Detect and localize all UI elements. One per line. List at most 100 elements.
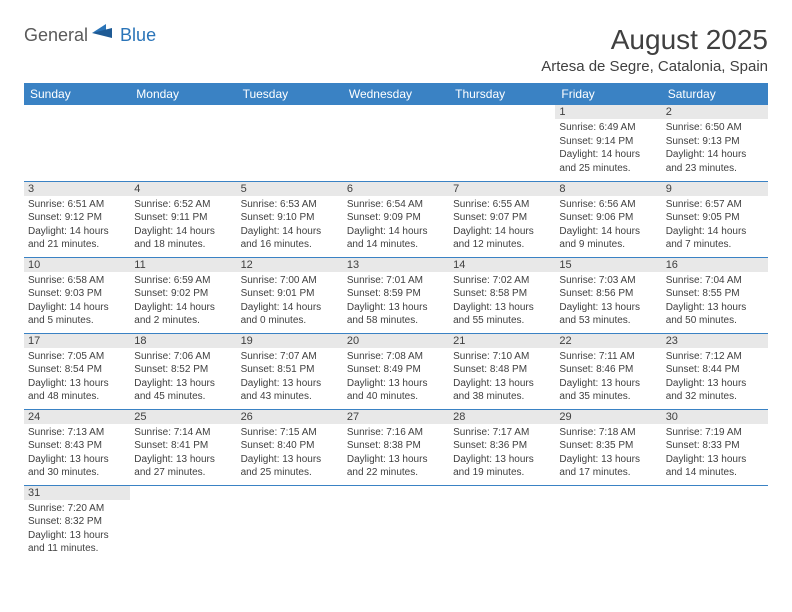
location: Artesa de Segre, Catalonia, Spain bbox=[541, 58, 768, 75]
calendar-cell: 13Sunrise: 7:01 AMSunset: 8:59 PMDayligh… bbox=[343, 257, 449, 333]
day-number: 8 bbox=[555, 182, 661, 196]
calendar-cell: 1Sunrise: 6:49 AMSunset: 9:14 PMDaylight… bbox=[555, 105, 661, 181]
logo-text-general: General bbox=[24, 25, 88, 46]
day-data: Sunrise: 7:13 AMSunset: 8:43 PMDaylight:… bbox=[24, 424, 130, 484]
calendar-cell: 3Sunrise: 6:51 AMSunset: 9:12 PMDaylight… bbox=[24, 181, 130, 257]
title-block: August 2025 Artesa de Segre, Catalonia, … bbox=[541, 24, 768, 75]
day-number: 21 bbox=[449, 334, 555, 348]
calendar-cell-empty bbox=[555, 485, 661, 561]
day-data: Sunrise: 6:59 AMSunset: 9:02 PMDaylight:… bbox=[130, 272, 236, 332]
calendar-cell-empty bbox=[130, 105, 236, 181]
day-number: 10 bbox=[24, 258, 130, 272]
calendar-cell: 7Sunrise: 6:55 AMSunset: 9:07 PMDaylight… bbox=[449, 181, 555, 257]
day-number: 9 bbox=[662, 182, 768, 196]
calendar-cell: 4Sunrise: 6:52 AMSunset: 9:11 PMDaylight… bbox=[130, 181, 236, 257]
day-number: 5 bbox=[237, 182, 343, 196]
calendar-body: 1Sunrise: 6:49 AMSunset: 9:14 PMDaylight… bbox=[24, 105, 768, 561]
calendar-cell: 6Sunrise: 6:54 AMSunset: 9:09 PMDaylight… bbox=[343, 181, 449, 257]
calendar-cell-empty bbox=[343, 485, 449, 561]
day-number: 17 bbox=[24, 334, 130, 348]
day-data: Sunrise: 7:05 AMSunset: 8:54 PMDaylight:… bbox=[24, 348, 130, 408]
calendar-cell: 16Sunrise: 7:04 AMSunset: 8:55 PMDayligh… bbox=[662, 257, 768, 333]
calendar-cell: 12Sunrise: 7:00 AMSunset: 9:01 PMDayligh… bbox=[237, 257, 343, 333]
calendar-cell-empty bbox=[237, 105, 343, 181]
day-data: Sunrise: 7:06 AMSunset: 8:52 PMDaylight:… bbox=[130, 348, 236, 408]
day-data: Sunrise: 7:18 AMSunset: 8:35 PMDaylight:… bbox=[555, 424, 661, 484]
weekday-header: Tuesday bbox=[237, 83, 343, 105]
day-number: 1 bbox=[555, 105, 661, 119]
day-data: Sunrise: 7:15 AMSunset: 8:40 PMDaylight:… bbox=[237, 424, 343, 484]
logo-flag-icon bbox=[92, 24, 118, 47]
day-number: 19 bbox=[237, 334, 343, 348]
day-data: Sunrise: 6:55 AMSunset: 9:07 PMDaylight:… bbox=[449, 196, 555, 256]
day-data: Sunrise: 6:50 AMSunset: 9:13 PMDaylight:… bbox=[662, 119, 768, 179]
calendar-cell: 15Sunrise: 7:03 AMSunset: 8:56 PMDayligh… bbox=[555, 257, 661, 333]
day-number: 27 bbox=[343, 410, 449, 424]
calendar-row: 17Sunrise: 7:05 AMSunset: 8:54 PMDayligh… bbox=[24, 333, 768, 409]
day-number: 15 bbox=[555, 258, 661, 272]
calendar-cell-empty bbox=[237, 485, 343, 561]
month-title: August 2025 bbox=[541, 24, 768, 56]
day-number: 2 bbox=[662, 105, 768, 119]
calendar-cell: 27Sunrise: 7:16 AMSunset: 8:38 PMDayligh… bbox=[343, 409, 449, 485]
calendar-cell-empty bbox=[24, 105, 130, 181]
calendar-cell: 22Sunrise: 7:11 AMSunset: 8:46 PMDayligh… bbox=[555, 333, 661, 409]
day-number: 18 bbox=[130, 334, 236, 348]
day-number: 14 bbox=[449, 258, 555, 272]
weekday-header: Monday bbox=[130, 83, 236, 105]
weekday-header: Sunday bbox=[24, 83, 130, 105]
calendar-cell: 21Sunrise: 7:10 AMSunset: 8:48 PMDayligh… bbox=[449, 333, 555, 409]
logo: General Blue bbox=[24, 24, 156, 47]
weekday-header: Thursday bbox=[449, 83, 555, 105]
calendar-cell: 29Sunrise: 7:18 AMSunset: 8:35 PMDayligh… bbox=[555, 409, 661, 485]
calendar-cell: 9Sunrise: 6:57 AMSunset: 9:05 PMDaylight… bbox=[662, 181, 768, 257]
calendar-cell: 8Sunrise: 6:56 AMSunset: 9:06 PMDaylight… bbox=[555, 181, 661, 257]
day-data: Sunrise: 7:10 AMSunset: 8:48 PMDaylight:… bbox=[449, 348, 555, 408]
day-data: Sunrise: 6:56 AMSunset: 9:06 PMDaylight:… bbox=[555, 196, 661, 256]
day-data: Sunrise: 7:19 AMSunset: 8:33 PMDaylight:… bbox=[662, 424, 768, 484]
logo-text-blue: Blue bbox=[120, 25, 156, 46]
calendar-cell-empty bbox=[130, 485, 236, 561]
day-data: Sunrise: 7:17 AMSunset: 8:36 PMDaylight:… bbox=[449, 424, 555, 484]
day-number: 30 bbox=[662, 410, 768, 424]
day-data: Sunrise: 6:57 AMSunset: 9:05 PMDaylight:… bbox=[662, 196, 768, 256]
day-number: 28 bbox=[449, 410, 555, 424]
calendar-page: General Blue August 2025 Artesa de Segre… bbox=[0, 0, 792, 561]
day-number: 7 bbox=[449, 182, 555, 196]
day-number: 29 bbox=[555, 410, 661, 424]
calendar-table: SundayMondayTuesdayWednesdayThursdayFrid… bbox=[24, 83, 768, 561]
day-number: 6 bbox=[343, 182, 449, 196]
day-data: Sunrise: 7:00 AMSunset: 9:01 PMDaylight:… bbox=[237, 272, 343, 332]
day-data: Sunrise: 6:49 AMSunset: 9:14 PMDaylight:… bbox=[555, 119, 661, 179]
day-data: Sunrise: 7:02 AMSunset: 8:58 PMDaylight:… bbox=[449, 272, 555, 332]
calendar-cell: 28Sunrise: 7:17 AMSunset: 8:36 PMDayligh… bbox=[449, 409, 555, 485]
calendar-cell: 23Sunrise: 7:12 AMSunset: 8:44 PMDayligh… bbox=[662, 333, 768, 409]
day-number: 24 bbox=[24, 410, 130, 424]
calendar-cell-empty bbox=[449, 105, 555, 181]
day-data: Sunrise: 6:51 AMSunset: 9:12 PMDaylight:… bbox=[24, 196, 130, 256]
day-number: 12 bbox=[237, 258, 343, 272]
day-number: 11 bbox=[130, 258, 236, 272]
calendar-cell: 26Sunrise: 7:15 AMSunset: 8:40 PMDayligh… bbox=[237, 409, 343, 485]
calendar-cell: 24Sunrise: 7:13 AMSunset: 8:43 PMDayligh… bbox=[24, 409, 130, 485]
day-data: Sunrise: 7:08 AMSunset: 8:49 PMDaylight:… bbox=[343, 348, 449, 408]
day-number: 13 bbox=[343, 258, 449, 272]
day-number: 16 bbox=[662, 258, 768, 272]
calendar-cell-empty bbox=[343, 105, 449, 181]
calendar-cell: 31Sunrise: 7:20 AMSunset: 8:32 PMDayligh… bbox=[24, 485, 130, 561]
day-number: 20 bbox=[343, 334, 449, 348]
day-data: Sunrise: 6:53 AMSunset: 9:10 PMDaylight:… bbox=[237, 196, 343, 256]
day-number: 31 bbox=[24, 486, 130, 500]
day-data: Sunrise: 7:01 AMSunset: 8:59 PMDaylight:… bbox=[343, 272, 449, 332]
calendar-cell: 10Sunrise: 6:58 AMSunset: 9:03 PMDayligh… bbox=[24, 257, 130, 333]
weekday-header: Saturday bbox=[662, 83, 768, 105]
weekday-header: Friday bbox=[555, 83, 661, 105]
day-data: Sunrise: 6:58 AMSunset: 9:03 PMDaylight:… bbox=[24, 272, 130, 332]
weekday-header: Wednesday bbox=[343, 83, 449, 105]
calendar-cell: 30Sunrise: 7:19 AMSunset: 8:33 PMDayligh… bbox=[662, 409, 768, 485]
day-number: 23 bbox=[662, 334, 768, 348]
calendar-cell-empty bbox=[449, 485, 555, 561]
day-data: Sunrise: 7:16 AMSunset: 8:38 PMDaylight:… bbox=[343, 424, 449, 484]
calendar-row: 10Sunrise: 6:58 AMSunset: 9:03 PMDayligh… bbox=[24, 257, 768, 333]
calendar-row: 31Sunrise: 7:20 AMSunset: 8:32 PMDayligh… bbox=[24, 485, 768, 561]
